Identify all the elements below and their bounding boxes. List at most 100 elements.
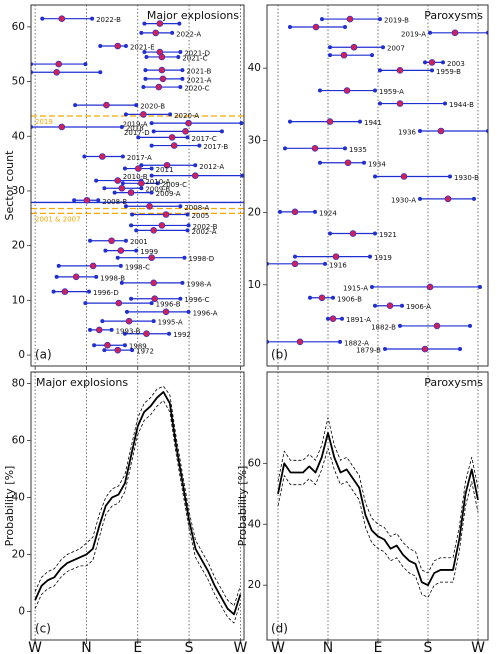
range-end	[149, 190, 154, 195]
range-center	[150, 279, 157, 287]
range-start	[378, 101, 382, 106]
range-center	[61, 288, 69, 295]
range-center	[396, 67, 404, 74]
range-center	[118, 184, 126, 192]
range-start	[383, 347, 387, 352]
range-center	[140, 111, 147, 118]
range-center	[191, 172, 199, 179]
range-center	[146, 202, 153, 210]
range-label: 2010-A	[145, 178, 170, 186]
range-end	[90, 16, 95, 21]
range-end	[430, 68, 434, 73]
range-center	[444, 195, 452, 203]
range-start	[92, 343, 97, 348]
y-tick-label: 40	[248, 62, 261, 74]
range-label: 2008-A	[184, 204, 209, 212]
range-center	[158, 53, 166, 61]
range-start	[142, 50, 147, 55]
range-label: 2019-A	[123, 121, 148, 129]
range-label: 1934	[368, 160, 386, 168]
range-end	[368, 254, 372, 259]
range-end	[378, 17, 382, 22]
range-center	[114, 177, 122, 184]
range-center	[148, 254, 155, 262]
range-label: 1999	[140, 248, 158, 256]
range-center	[89, 262, 97, 270]
range-end	[323, 261, 327, 266]
range-center	[155, 83, 163, 91]
range-end	[168, 112, 173, 117]
range-end	[180, 76, 185, 81]
probability-line	[277, 432, 479, 587]
range-center	[312, 23, 320, 31]
range-end	[193, 163, 198, 168]
range-center	[291, 260, 299, 268]
panel-frame	[266, 4, 489, 367]
range-end	[441, 60, 445, 65]
range-end	[151, 319, 156, 324]
range-center	[400, 173, 408, 180]
range-center	[451, 29, 459, 37]
range-label: 2019-A	[401, 30, 426, 38]
range-end	[170, 30, 175, 35]
range-center	[114, 42, 122, 50]
range-label: 2007	[387, 45, 405, 53]
range-end	[343, 25, 347, 30]
range-start	[124, 309, 129, 314]
range-label: 1882-A	[344, 339, 369, 347]
y-tick-label: 30	[12, 185, 25, 197]
range-center	[138, 180, 145, 187]
range-center	[108, 237, 115, 245]
range-start	[56, 263, 61, 268]
range-center	[182, 128, 189, 135]
range-end	[370, 53, 374, 58]
y-tick-label: 60	[12, 21, 25, 33]
range-start	[130, 212, 135, 217]
range-start	[122, 331, 127, 336]
panel-frame	[30, 371, 245, 641]
y-tick-label: 0	[18, 349, 25, 361]
range-start	[88, 238, 93, 243]
range-start	[102, 348, 107, 353]
range-start	[373, 303, 377, 308]
range-start	[370, 284, 374, 289]
range-end	[338, 339, 342, 344]
range-center	[99, 153, 106, 160]
y-tick-label: 0	[18, 605, 25, 617]
range-end	[167, 331, 172, 336]
range-label: 1996-B	[156, 301, 181, 309]
range-center	[396, 100, 404, 107]
range-end	[120, 154, 125, 159]
range-start	[134, 228, 139, 233]
panel-title: Paroxysms	[424, 376, 483, 389]
range-end	[94, 274, 99, 279]
range-label: 1921	[379, 231, 397, 239]
x-tick-label: W	[28, 640, 42, 654]
range-end	[458, 347, 462, 352]
range-end	[362, 160, 366, 165]
range-center	[115, 299, 123, 307]
range-center	[158, 222, 166, 229]
range-start	[51, 289, 56, 294]
range-center	[117, 247, 125, 254]
range-start	[129, 296, 134, 301]
range-end	[86, 289, 91, 294]
range-end	[313, 209, 317, 214]
range-end	[122, 343, 127, 348]
probability-line	[34, 391, 242, 616]
range-center	[428, 59, 436, 66]
range-start	[144, 54, 149, 59]
range-label: 2001	[130, 238, 148, 246]
range-center	[143, 330, 150, 338]
range-center	[159, 75, 167, 83]
range-center	[437, 127, 445, 135]
range-label: 2009-B	[145, 186, 170, 194]
range-end	[177, 21, 182, 26]
y-tick-label: 20	[12, 240, 25, 252]
x-tick-label: W	[471, 640, 485, 654]
range-label: 1996-C	[184, 296, 209, 304]
range-center	[163, 161, 171, 169]
range-label: 2003	[447, 60, 465, 68]
range-label: 1993-B	[116, 327, 141, 335]
